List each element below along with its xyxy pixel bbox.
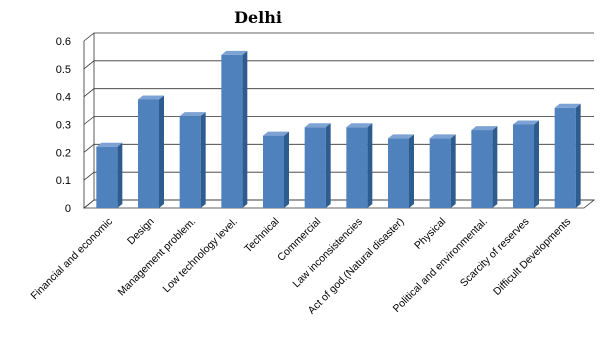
bar <box>221 50 248 208</box>
y-tick-label: 0.3 <box>56 120 71 132</box>
chart-title: Delhi <box>234 8 282 27</box>
x-category-label: Design <box>125 216 157 248</box>
bar-front <box>304 127 326 208</box>
y-tick-label: 0.1 <box>56 175 71 187</box>
x-category-label: Law inconsistencies <box>290 216 365 291</box>
bar <box>179 112 206 208</box>
gridlines <box>83 32 594 209</box>
bar-front <box>221 54 243 208</box>
bar-top <box>346 123 373 128</box>
bar-front <box>513 124 534 208</box>
gridline <box>83 199 594 209</box>
bar <box>429 134 456 208</box>
x-category-label: Technical <box>242 216 281 255</box>
y-tick-label: 0.4 <box>56 92 71 104</box>
bar <box>554 103 581 208</box>
x-category-label: Financial and economic <box>28 216 114 302</box>
bars <box>96 50 581 208</box>
gridline <box>83 60 594 70</box>
bar-front <box>179 116 201 208</box>
bar-front <box>263 135 284 208</box>
x-category-label: Difficult Developments <box>491 216 573 298</box>
bar-top <box>96 142 123 147</box>
x-category-label: Low technology level. <box>160 216 239 295</box>
bar-side <box>117 142 123 208</box>
bar <box>471 126 498 208</box>
bar-front <box>388 138 409 208</box>
bar-front <box>138 99 159 208</box>
bar <box>513 120 539 208</box>
bar-side <box>159 95 164 208</box>
x-category-label: Scarcity of reserves <box>458 216 532 290</box>
bar-top <box>471 126 498 131</box>
bar <box>138 95 164 208</box>
gridline <box>83 116 594 125</box>
bar-side <box>492 126 498 208</box>
bar <box>346 123 373 208</box>
bar-top <box>221 50 248 55</box>
gridline <box>83 88 594 97</box>
gridline <box>83 32 594 42</box>
bar-top <box>263 131 289 136</box>
bar-front <box>96 146 118 208</box>
bar-front <box>346 127 368 208</box>
y-tick-label: 0 <box>65 203 71 215</box>
bar-side <box>325 123 331 208</box>
bar-front <box>471 130 493 208</box>
bar-side <box>575 103 581 208</box>
bar-side <box>200 112 206 208</box>
bar <box>304 123 331 208</box>
bar-front <box>429 138 451 208</box>
bar-side <box>367 123 373 208</box>
bar <box>388 134 414 208</box>
bar-top <box>138 95 164 100</box>
y-tick-label: 0.6 <box>56 36 71 48</box>
bar-top <box>429 134 456 139</box>
bar-top <box>304 123 331 128</box>
y-tick-label: 0.2 <box>56 147 71 159</box>
y-tick-label: 0.5 <box>56 64 71 76</box>
bar-side <box>284 131 289 208</box>
x-category-label: Management problem. <box>116 216 199 299</box>
bar-top <box>554 103 581 108</box>
x-category-label: Physical <box>412 216 448 252</box>
gridline <box>83 143 594 153</box>
bar <box>263 131 289 208</box>
bar-top <box>179 112 206 117</box>
bar-top <box>513 120 539 125</box>
bar-side <box>534 120 539 208</box>
bar-side <box>450 134 456 208</box>
bar-side <box>409 134 414 208</box>
y-axis-tick-labels: 0 0.1 0.2 0.3 0.4 0.5 0.6 <box>56 36 71 215</box>
bar-top <box>388 134 414 139</box>
gridline <box>83 171 594 181</box>
bar <box>96 142 123 208</box>
bar-front <box>554 107 576 208</box>
bar-side <box>242 50 248 208</box>
